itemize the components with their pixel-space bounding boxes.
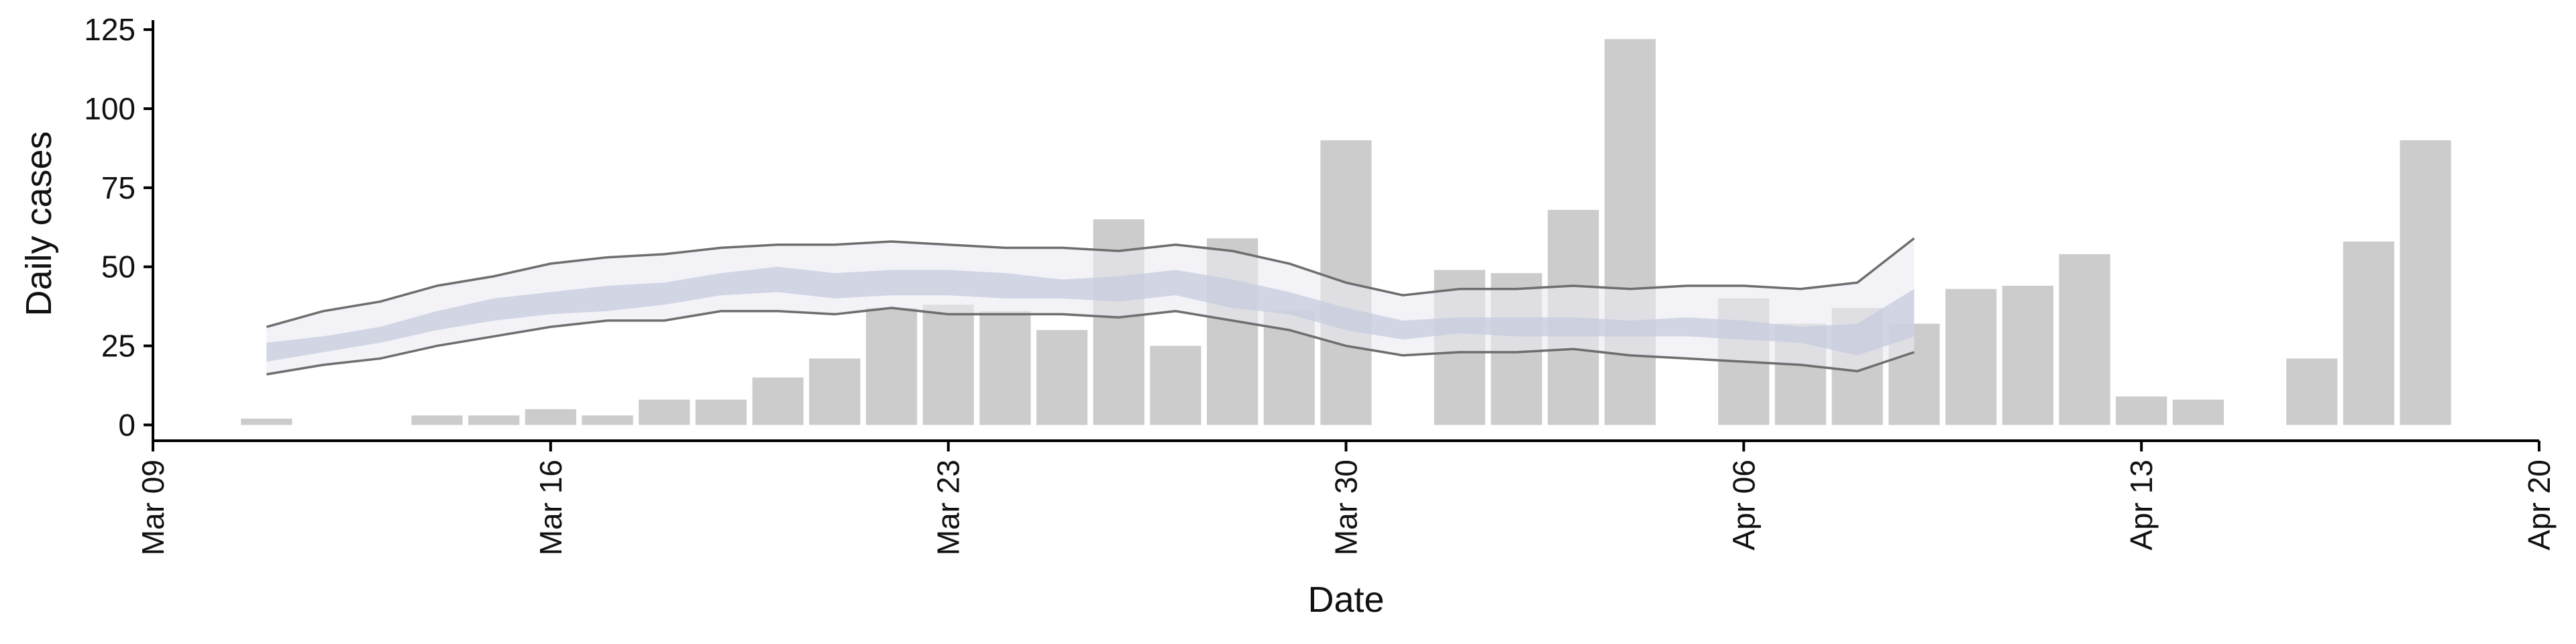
x-tick-label: Apr 20: [2522, 460, 2557, 551]
bar-2020-04-17: [2343, 241, 2395, 425]
bar-2020-03-15: [468, 415, 520, 425]
y-tick-label: 0: [118, 407, 136, 442]
y-ticks: 0 25 50 75 100 125: [84, 12, 153, 442]
bar-2020-03-20: [752, 377, 804, 425]
y-tick-label: 50: [101, 250, 136, 284]
bar-2020-03-24: [979, 311, 1031, 425]
x-tick-label: Mar 30: [1329, 460, 1364, 555]
y-tick-label: 100: [84, 91, 136, 126]
y-tick-label: 125: [84, 12, 136, 47]
bar-2020-03-17: [582, 415, 633, 425]
bar-2020-04-04: [1604, 39, 1656, 425]
bar-2020-03-11: [241, 419, 292, 425]
bar-2020-03-22: [865, 308, 918, 425]
band-lower-line: [266, 307, 1915, 376]
y-tick-label: 25: [101, 329, 136, 364]
band-upper-line: [266, 237, 1915, 328]
bar-2020-03-25: [1036, 330, 1088, 425]
bar-2020-04-12: [2059, 254, 2110, 425]
bar-2020-03-18: [639, 399, 690, 425]
bar-2020-04-10: [1945, 288, 1997, 425]
bar-2020-03-23: [922, 305, 974, 425]
x-tick-label: Mar 16: [533, 460, 568, 555]
y-tick-label: 75: [101, 170, 136, 205]
x-tick-label: Apr 13: [2124, 460, 2159, 551]
x-tick-label: Mar 23: [931, 460, 966, 555]
x-ticks: Mar 09 Mar 16 Mar 23 Mar 30 Apr 06 Apr 13 Apr …: [136, 441, 2557, 555]
bar-2020-03-16: [525, 409, 576, 425]
bar-2020-03-27: [1150, 345, 1201, 425]
bar-2020-04-16: [2286, 358, 2338, 425]
y-axis-title: Daily cases: [19, 131, 59, 316]
estimate-band-layer: [266, 237, 1915, 376]
bar-2020-04-14: [2172, 399, 2224, 425]
bar-2020-04-11: [2002, 286, 2053, 425]
bars-layer: [241, 39, 2451, 425]
bar-2020-03-14: [411, 415, 463, 425]
x-tick-label: Apr 06: [1726, 460, 1761, 551]
bar-2020-03-19: [695, 399, 747, 425]
bar-2020-03-21: [809, 358, 861, 425]
x-tick-label: Mar 09: [136, 460, 170, 555]
band-90-area: [266, 238, 1915, 374]
bar-2020-04-13: [2116, 396, 2167, 425]
bar-2020-04-18: [2400, 140, 2451, 425]
x-axis-title: Date: [1307, 580, 1384, 620]
band-50-area: [266, 266, 1915, 362]
